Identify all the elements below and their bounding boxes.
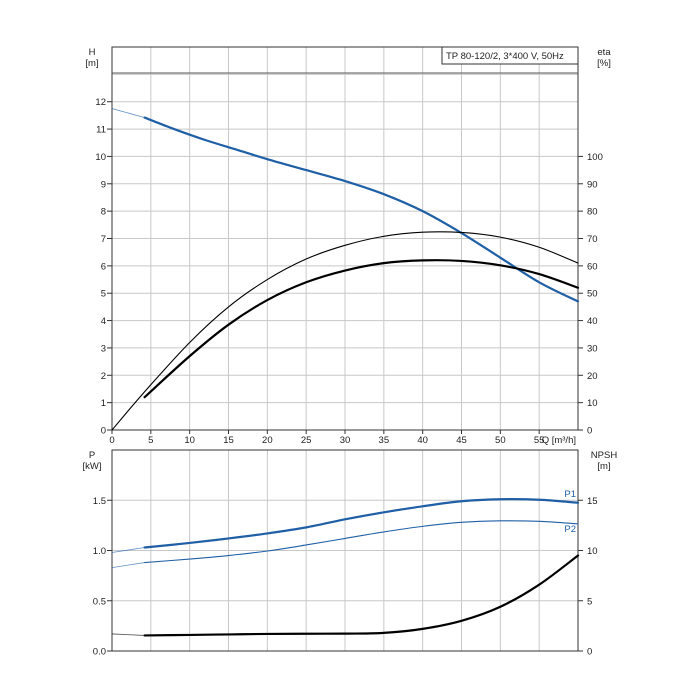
series-extension-line xyxy=(111,633,145,636)
series-extension-line xyxy=(111,562,145,568)
right-tick-label: 15 xyxy=(587,496,598,507)
right-axis-title: NPSH xyxy=(591,450,618,461)
right-tick-label: 10 xyxy=(587,398,598,409)
right-tick-label: 30 xyxy=(587,343,598,354)
left-axis-title: [kW] xyxy=(83,461,102,472)
right-tick-label: 20 xyxy=(587,371,598,382)
x-tick-label: 50 xyxy=(495,435,506,446)
series-line-0-2 xyxy=(143,259,580,399)
left-tick-label: 0 xyxy=(101,426,106,437)
series-extension-line xyxy=(111,108,145,118)
x-tick-label: 0 xyxy=(109,435,114,446)
left-tick-label: 2 xyxy=(101,371,106,382)
chart-title: TP 80-120/2, 3*400 V, 50Hz xyxy=(446,51,564,62)
x-tick-label: 40 xyxy=(417,435,428,446)
right-tick-label: 40 xyxy=(587,316,598,327)
series-p2-line xyxy=(144,520,579,564)
x-tick-label: 25 xyxy=(301,435,312,446)
series-line-1-2 xyxy=(143,554,580,637)
left-tick-label: 4 xyxy=(101,316,106,327)
x-tick-label: 30 xyxy=(340,435,351,446)
left-axis-title: H xyxy=(89,47,96,58)
left-tick-label: 5 xyxy=(101,289,106,300)
left-tick-label: 8 xyxy=(101,207,106,218)
x-tick-label: 45 xyxy=(456,435,467,446)
right-tick-label: 0 xyxy=(587,426,592,437)
left-tick-label: 1.0 xyxy=(93,546,106,557)
left-tick-label: 7 xyxy=(101,234,106,245)
right-tick-label: 90 xyxy=(587,179,598,190)
x-tick-label: 35 xyxy=(379,435,390,446)
left-tick-label: 1.5 xyxy=(93,496,106,507)
series-label-p2: P2 xyxy=(564,524,576,535)
right-axis-title: [m] xyxy=(597,461,610,472)
left-tick-label: 9 xyxy=(101,179,106,190)
x-tick-label: 5 xyxy=(148,435,153,446)
x-tick-label: 20 xyxy=(262,435,273,446)
x-tick-label: 15 xyxy=(223,435,234,446)
right-tick-label: 70 xyxy=(587,234,598,245)
left-axis-title: [m] xyxy=(85,58,98,69)
right-tick-label: 5 xyxy=(587,596,592,607)
right-axis-title: eta xyxy=(597,47,611,58)
left-tick-label: 12 xyxy=(95,97,106,108)
chart-title-box xyxy=(441,46,579,65)
series-label-p1: P1 xyxy=(564,489,576,500)
left-axis-title: P xyxy=(89,450,95,461)
right-axis-title: [%] xyxy=(597,58,611,69)
right-tick-label: 50 xyxy=(587,289,598,300)
right-tick-label: 60 xyxy=(587,261,598,272)
series-line-0-0 xyxy=(143,116,580,303)
right-tick-label: 100 xyxy=(587,152,603,163)
left-tick-label: 1 xyxy=(101,398,106,409)
left-tick-label: 3 xyxy=(101,343,106,354)
left-tick-label: 10 xyxy=(95,152,106,163)
left-tick-label: 11 xyxy=(96,125,106,136)
right-tick-label: 10 xyxy=(587,546,598,557)
right-tick-label: 0 xyxy=(587,647,592,658)
left-tick-label: 0.5 xyxy=(93,596,106,607)
x-tick-label: 55 xyxy=(534,435,545,446)
series-line-0-1 xyxy=(111,231,579,431)
left-tick-label: 6 xyxy=(101,261,106,272)
x-axis-label: Q [m³/h] xyxy=(542,435,576,446)
x-tick-label: 10 xyxy=(184,435,195,446)
series-extension-line xyxy=(111,547,145,553)
series-p1-line xyxy=(143,498,580,549)
right-tick-label: 80 xyxy=(587,207,598,218)
left-tick-label: 0.0 xyxy=(93,647,106,658)
